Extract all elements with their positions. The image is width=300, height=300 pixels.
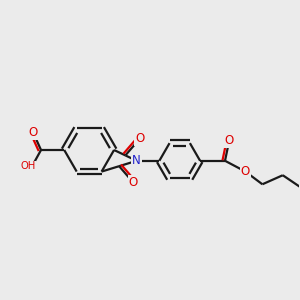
Text: OH: OH [20, 161, 35, 171]
Text: N: N [132, 154, 141, 167]
Text: O: O [135, 133, 144, 146]
Text: O: O [28, 126, 38, 139]
Text: O: O [241, 165, 250, 178]
Text: O: O [129, 176, 138, 189]
Text: O: O [225, 134, 234, 147]
